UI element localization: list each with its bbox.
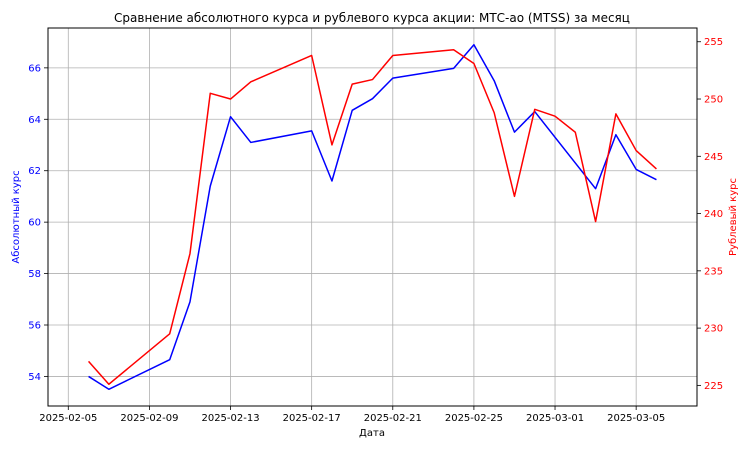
y-right-tick-label: 255	[704, 37, 723, 48]
y-left-tick-label: 62	[28, 166, 41, 177]
x-tick-label: 2025-02-13	[201, 413, 259, 424]
plot-frame	[47, 27, 698, 407]
y-right-tick-label: 230	[704, 324, 723, 335]
y-right-tick-label: 225	[704, 381, 723, 392]
y-left-tick-label: 64	[28, 115, 41, 126]
axes: 2025-02-05 2025-02-09 2025-02-13 2025-02-17…	[28, 37, 723, 424]
chart-title: Сравнение абсолютного курса и рублевого …	[114, 11, 630, 25]
y-left-tick-label: 56	[28, 321, 41, 332]
x-tick-label: 2025-03-05	[607, 413, 665, 424]
x-tick-label: 2025-03-01	[526, 413, 584, 424]
x-tick-label: 2025-02-21	[364, 413, 422, 424]
x-tick-label: 2025-02-17	[283, 413, 341, 424]
grid	[48, 28, 697, 406]
x-tick-label: 2025-02-05	[39, 413, 97, 424]
y-axis-left-label: Абсолютный курс	[11, 170, 22, 263]
series-group	[87, 43, 657, 391]
y-right-tick-label: 250	[704, 95, 723, 106]
y-right-tick-label: 245	[704, 152, 723, 163]
y-left-tick-label: 58	[28, 269, 41, 280]
y-right-tick-label: 240	[704, 209, 723, 220]
x-tick-label: 2025-02-09	[120, 413, 178, 424]
y-left-tick-label: 66	[28, 63, 41, 74]
y-axis-right-label: Рублевый курс	[728, 178, 739, 256]
y-left-tick-label: 60	[28, 218, 41, 229]
x-tick-label: 2025-02-25	[445, 413, 503, 424]
y-right-tick-label: 235	[704, 266, 723, 277]
x-axis-label: Дата	[359, 428, 385, 439]
y-left-tick-label: 54	[28, 372, 41, 383]
